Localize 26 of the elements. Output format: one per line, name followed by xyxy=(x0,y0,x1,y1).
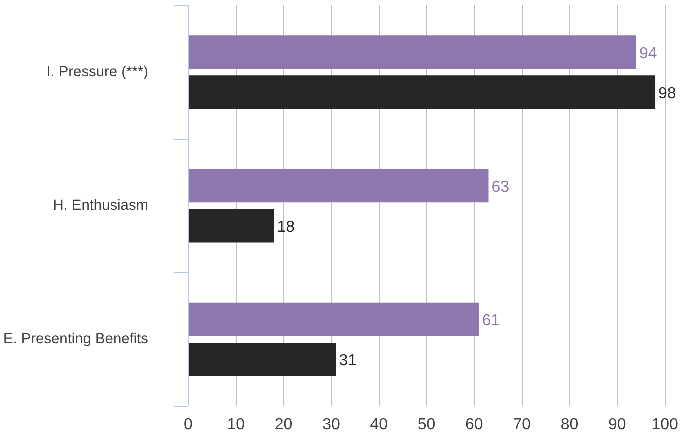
data-label: 94 xyxy=(639,45,658,62)
x-tick-label: 40 xyxy=(370,416,388,432)
bar xyxy=(188,76,656,110)
bar xyxy=(188,343,336,376)
x-tick-label: 20 xyxy=(274,416,293,432)
x-tick-label: 80 xyxy=(560,416,579,432)
data-label: 31 xyxy=(339,352,358,370)
x-tick-label: 100 xyxy=(652,416,679,432)
x-tick-label: 10 xyxy=(227,416,246,432)
y-tick-label: I. Pressure (***) xyxy=(46,64,149,80)
data-label: 61 xyxy=(482,312,500,330)
bar xyxy=(188,36,636,69)
bar xyxy=(188,169,489,203)
data-label: 98 xyxy=(658,85,676,102)
x-tick-label: 0 xyxy=(184,416,194,432)
x-tick-label: 70 xyxy=(513,416,532,432)
x-tick-label: 50 xyxy=(418,416,436,432)
bar xyxy=(188,209,274,243)
x-tick-label: 30 xyxy=(322,416,340,432)
y-tick-label: H. Enthusiasm xyxy=(53,198,149,214)
bar xyxy=(188,302,480,336)
data-label: 63 xyxy=(492,178,510,196)
y-tick-label: E. Presenting Benefits xyxy=(3,332,149,348)
x-tick-label: 90 xyxy=(608,416,626,432)
x-tick-label: 60 xyxy=(466,416,484,432)
data-label: 18 xyxy=(277,219,296,236)
